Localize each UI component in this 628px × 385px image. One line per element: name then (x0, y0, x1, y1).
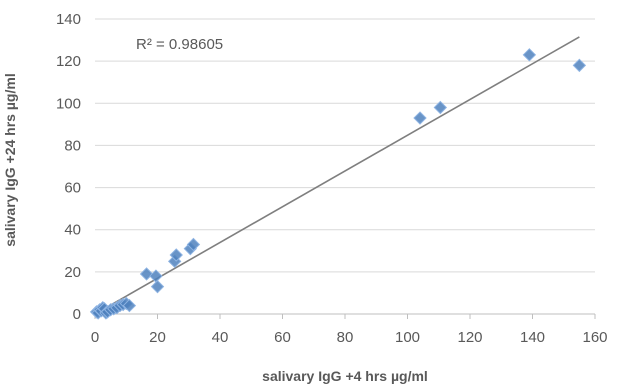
y-tick-label: 100 (56, 95, 81, 112)
data-point (186, 237, 201, 252)
x-tick-label: 140 (520, 329, 545, 346)
data-point (139, 267, 154, 281)
gridlines (95, 18, 595, 315)
r-squared-annotation: R² = 0.98605 (136, 36, 223, 53)
data-point (433, 100, 448, 115)
axes (94, 313, 596, 319)
y-axis-title: salivary IgG +24 hrs µg/ml (2, 73, 18, 246)
x-tick-label: 120 (457, 329, 482, 346)
y-tick-labels: 0 20 40 60 80 100 120 140 (56, 11, 81, 323)
data-point (572, 58, 587, 73)
y-tick-label: 120 (56, 53, 81, 70)
x-tick-label: 20 (149, 329, 166, 346)
y-tick-label: 20 (64, 264, 81, 281)
trendline (94, 36, 580, 315)
y-tick-label: 140 (56, 11, 81, 28)
data-point (150, 279, 165, 294)
data-point (413, 111, 427, 125)
x-tick-label: 100 (395, 329, 420, 346)
trendline-group (94, 36, 580, 315)
x-tick-label: 0 (91, 329, 99, 346)
y-tick-label: 80 (64, 137, 81, 154)
x-tick-label: 160 (582, 329, 607, 346)
x-tick-label: 80 (337, 329, 354, 346)
data-points (89, 48, 587, 320)
x-tick-label: 40 (212, 329, 229, 346)
y-tick-label: 40 (64, 222, 81, 239)
y-tick-label: 0 (73, 306, 81, 323)
data-point (169, 248, 183, 262)
data-point (522, 48, 537, 62)
data-point (122, 298, 137, 313)
x-tick-label: 60 (274, 329, 291, 346)
x-axis-title: salivary IgG +4 hrs µg/ml (262, 368, 428, 384)
y-tick-label: 60 (64, 180, 81, 197)
x-tick-labels: 0 20 40 60 80 100 120 140 160 (91, 329, 608, 346)
